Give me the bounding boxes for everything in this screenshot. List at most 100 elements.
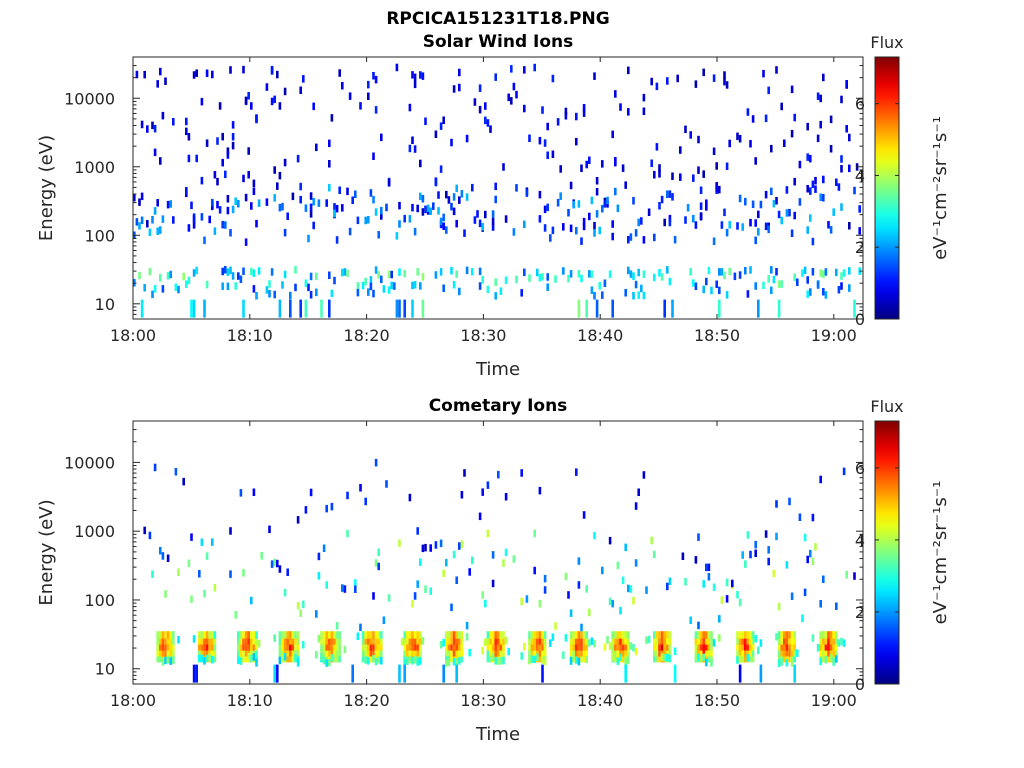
heatmap-cell	[283, 643, 287, 651]
heatmap-cell	[296, 649, 300, 657]
heatmap-cell	[403, 664, 406, 683]
heatmap-cell	[372, 72, 375, 80]
heatmap-cell	[749, 637, 752, 645]
heatmap-cell	[489, 631, 492, 639]
heatmap-cell	[419, 192, 422, 201]
heatmap-cell	[764, 114, 768, 123]
heatmap-cell	[486, 529, 490, 538]
heatmap-cell	[153, 207, 157, 215]
heatmap-cell	[577, 631, 581, 639]
heatmap-cell	[536, 637, 539, 645]
heatmap-cell	[668, 631, 672, 639]
heatmap-cell	[458, 643, 461, 651]
heatmap-cell	[380, 649, 383, 657]
heatmap-cell	[242, 65, 245, 74]
heatmap-cell	[819, 657, 822, 666]
heatmap-cell	[294, 631, 297, 639]
heatmap-cell	[156, 199, 159, 207]
heatmap-cell	[346, 187, 349, 196]
heatmap-cell	[608, 270, 612, 278]
heatmap-cell	[562, 267, 565, 275]
heatmap-cell	[374, 266, 378, 274]
heatmap-cell	[580, 643, 583, 651]
heatmap-cell	[252, 643, 256, 651]
heatmap-cell	[590, 286, 594, 294]
heatmap-cell	[614, 90, 617, 98]
heatmap-cell	[250, 596, 253, 605]
heatmap-cell	[619, 653, 622, 661]
heatmap-cell	[764, 222, 768, 231]
heatmap-cell	[442, 664, 445, 683]
heatmap-cell	[229, 570, 232, 578]
heatmap-cell	[460, 491, 464, 499]
heatmap-cell	[520, 289, 523, 297]
heatmap-cell	[653, 649, 656, 657]
heatmap-cell	[702, 653, 705, 662]
heatmap-cell	[445, 558, 448, 567]
heatmap-cell	[486, 481, 490, 489]
heatmap-cell	[221, 267, 224, 276]
heatmap-cell	[744, 637, 747, 645]
heatmap-cell	[512, 228, 516, 236]
heatmap-cell	[328, 139, 331, 148]
heatmap-cell	[476, 210, 479, 218]
heatmap-cell	[255, 115, 258, 124]
heatmap-cell	[551, 150, 555, 158]
heatmap-cell	[153, 148, 157, 157]
heatmap-cell	[421, 299, 425, 318]
heatmap-cell	[777, 643, 781, 651]
heatmap-cell	[369, 189, 373, 197]
heatmap-cell	[486, 637, 490, 645]
heatmap-cell	[489, 649, 492, 657]
heatmap-cell	[382, 285, 386, 293]
heatmap-cell	[736, 631, 739, 639]
heatmap-cell	[710, 643, 713, 651]
heatmap-cell	[728, 221, 731, 229]
heatmap-cell	[777, 603, 781, 611]
heatmap-cells	[133, 63, 861, 318]
heatmap-cell	[507, 93, 510, 102]
heatmap-cell	[250, 202, 253, 210]
heatmap-cell	[213, 654, 217, 663]
heatmap-cell	[351, 664, 354, 683]
heatmap-cell	[572, 200, 575, 209]
heatmap-cell	[569, 270, 573, 278]
heatmap-cell	[705, 643, 708, 651]
heatmap-cell	[273, 634, 276, 642]
heatmap-cell	[335, 236, 339, 244]
heatmap-cell	[668, 577, 672, 585]
heatmap-cell	[439, 122, 443, 130]
heatmap-cell	[380, 212, 383, 220]
heatmap-cell	[356, 282, 360, 290]
heatmap-cell	[413, 631, 417, 639]
heatmap-cell	[793, 177, 796, 186]
heatmap-cell	[575, 637, 578, 645]
heatmap-cell	[221, 132, 224, 141]
heatmap-cell	[744, 631, 747, 639]
heatmap-cell	[471, 183, 474, 192]
heatmap-cell	[801, 269, 804, 277]
heatmap-cell	[790, 229, 794, 237]
heatmap-cell	[237, 649, 240, 657]
heatmap-cell	[361, 637, 365, 645]
heatmap-cell	[231, 141, 235, 150]
heatmap-cell	[416, 268, 419, 276]
heatmap-cell	[494, 631, 497, 639]
heatmap-cell	[819, 631, 822, 639]
heatmap-cell	[276, 664, 279, 683]
heatmap-cell	[413, 145, 417, 153]
heatmap-cell	[377, 231, 380, 239]
heatmap-cell	[364, 656, 367, 664]
heatmap-cell	[471, 268, 474, 276]
heatmap-cell	[530, 655, 534, 663]
heatmap-cell	[364, 277, 367, 286]
heatmap-cell	[655, 143, 659, 151]
heatmap-cell	[499, 649, 503, 657]
heatmap-cell	[848, 133, 851, 142]
heatmap-cell	[510, 97, 513, 105]
heatmap-cell	[172, 643, 175, 651]
y-axis-label: Energy (eV)	[36, 135, 57, 241]
heatmap-cell	[569, 631, 573, 639]
heatmap-cell	[226, 206, 230, 215]
heatmap-cell	[486, 649, 490, 657]
